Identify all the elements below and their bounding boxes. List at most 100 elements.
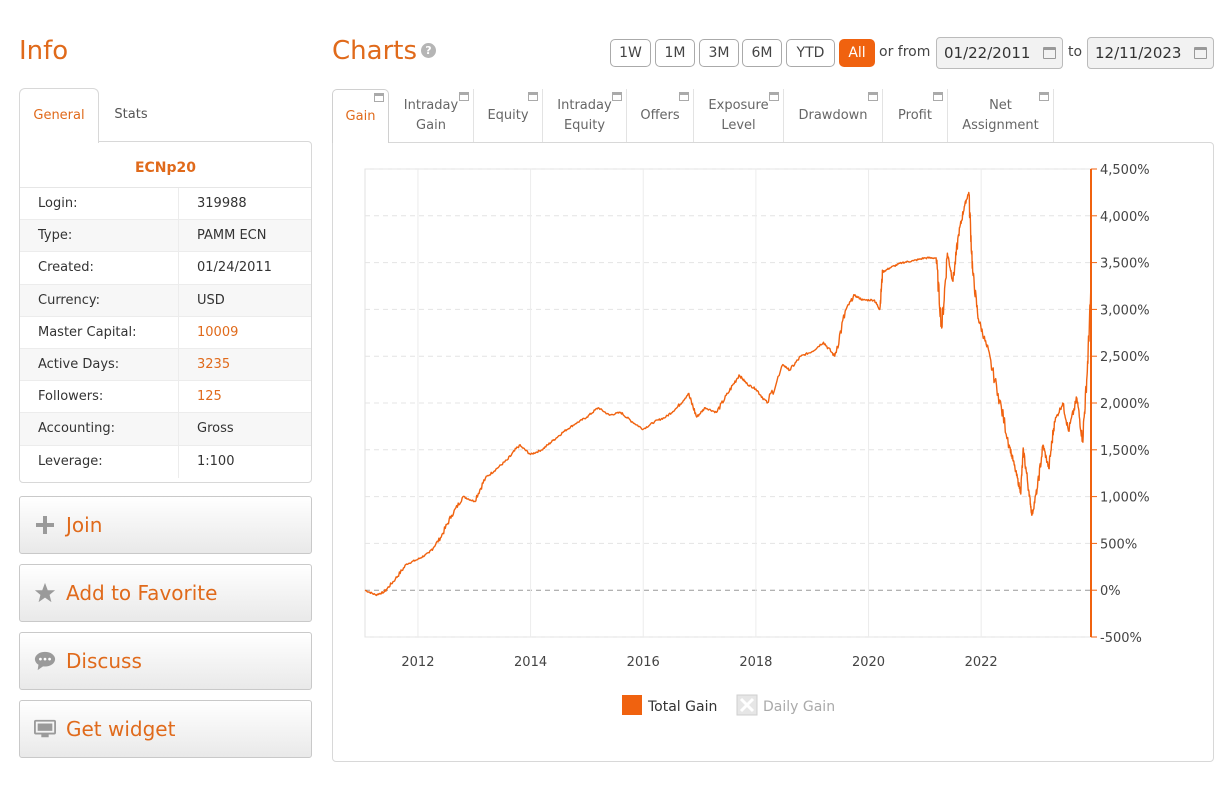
legend-label-daily-gain[interactable]: Daily Gain xyxy=(763,699,835,715)
range-ytd-button[interactable]: YTD xyxy=(786,39,835,67)
info-tabs: General Stats xyxy=(19,88,312,143)
info-row-value[interactable]: 3235 xyxy=(197,356,231,372)
chart-panel: 4,500% 4,000% 3,500% 3,000% 2,500% 2,000% 1,50… xyxy=(332,142,1214,762)
info-panel: ECNp20 Login: 319988 Type: PAMM ECN Created:… xyxy=(19,141,312,483)
from-date-value: 01/22/2011 xyxy=(944,44,1031,62)
info-row: Created: 01/24/2011 xyxy=(20,252,311,285)
range-all-button[interactable]: All xyxy=(839,39,875,67)
tab-net-assignment-label: Net Assignment xyxy=(962,97,1039,133)
series-line-total-gain[interactable] xyxy=(364,191,1092,597)
to-label: to xyxy=(1068,44,1083,60)
x-tick-label: 2018 xyxy=(739,655,772,670)
info-row-label: Login: xyxy=(20,188,179,220)
x-tick-label: 2012 xyxy=(401,655,434,670)
window-icon xyxy=(679,92,689,101)
legend-disabled-x-icon xyxy=(739,697,755,713)
legend-label-total-gain[interactable]: Total Gain xyxy=(647,699,717,715)
info-row-label: Accounting: xyxy=(20,413,179,445)
tab-offers[interactable]: Offers xyxy=(627,89,694,142)
info-row-value: PAMM ECN xyxy=(197,228,267,244)
x-tick-label: 2022 xyxy=(965,655,998,670)
join-label: Join xyxy=(66,513,103,537)
range-3m-button[interactable]: 3M xyxy=(699,39,739,67)
x-tick-label: 2014 xyxy=(514,655,547,670)
tab-net-assignment[interactable]: Net Assignment xyxy=(948,89,1054,142)
info-row-value: 01/24/2011 xyxy=(197,260,272,276)
charts-heading: Charts xyxy=(332,36,417,66)
info-row: Currency: USD xyxy=(20,284,311,317)
tab-intraday-gain[interactable]: Intraday Gain xyxy=(389,89,474,142)
y-tick-label: 2,000% xyxy=(1100,397,1150,412)
info-row-label: Type: xyxy=(20,220,179,252)
window-icon xyxy=(1039,92,1049,101)
info-row: Type: PAMM ECN xyxy=(20,220,311,253)
window-icon xyxy=(612,92,622,101)
window-icon xyxy=(374,93,384,102)
info-row: Accounting: Gross xyxy=(20,413,311,446)
info-row-label: Active Days: xyxy=(20,348,179,381)
window-icon xyxy=(459,92,469,101)
tab-stats[interactable]: Stats xyxy=(114,107,148,122)
tab-gain[interactable]: Gain xyxy=(332,89,389,143)
info-row: Master Capital: 10009 xyxy=(20,316,311,349)
info-row-value[interactable]: 10009 xyxy=(197,324,239,340)
y-tick-label: 4,500% xyxy=(1100,163,1150,178)
info-row: Active Days: 3235 xyxy=(20,348,311,382)
x-tick-label: 2016 xyxy=(627,655,660,670)
calendar-icon[interactable] xyxy=(1043,47,1056,59)
y-tick-label: 1,000% xyxy=(1100,491,1150,506)
range-1w-button[interactable]: 1W xyxy=(610,39,651,67)
discuss-label: Discuss xyxy=(66,649,142,673)
tab-profit[interactable]: Profit xyxy=(883,89,948,142)
tab-equity[interactable]: Equity xyxy=(474,89,543,142)
info-row-value: 319988 xyxy=(197,196,247,211)
y-tick-label: 3,500% xyxy=(1100,257,1150,272)
tab-exposure-level[interactable]: Exposure Level xyxy=(694,89,784,142)
info-row-label: Currency: xyxy=(20,284,179,316)
range-6m-button[interactable]: 6M xyxy=(742,39,782,67)
tab-exposure-level-label: Exposure Level xyxy=(708,97,769,133)
range-1m-button[interactable]: 1M xyxy=(655,39,695,67)
tab-drawdown[interactable]: Drawdown xyxy=(784,89,883,142)
y-tick-label: 3,000% xyxy=(1100,303,1150,318)
info-row-value: 1:100 xyxy=(197,453,235,469)
join-button[interactable]: Join xyxy=(19,496,312,554)
widget-icon xyxy=(34,718,56,740)
add-to-favorite-button[interactable]: Add to Favorite xyxy=(19,564,312,622)
to-date-input[interactable]: 12/11/2023 xyxy=(1087,37,1214,69)
legend-swatch-total-gain[interactable] xyxy=(622,695,642,715)
gain-chart[interactable]: 4,500% 4,000% 3,500% 3,000% 2,500% 2,000% 1,50… xyxy=(333,143,1213,761)
info-row: Followers: 125 xyxy=(20,381,311,414)
window-icon xyxy=(868,92,878,101)
tab-gain-label: Gain xyxy=(345,108,376,124)
info-row: Login: 319988 xyxy=(20,188,311,221)
info-row-label: Master Capital: xyxy=(20,316,179,348)
add-to-favorite-label: Add to Favorite xyxy=(66,581,218,605)
y-tick-label: -500% xyxy=(1100,631,1142,646)
info-row-value[interactable]: 125 xyxy=(197,389,222,405)
help-icon[interactable]: ? xyxy=(421,43,436,58)
info-row-value: Gross xyxy=(197,421,234,437)
window-icon xyxy=(769,92,779,101)
window-icon xyxy=(933,92,943,101)
or-from-label: or from xyxy=(879,44,931,60)
info-row-value: USD xyxy=(197,292,225,308)
tab-intraday-gain-label: Intraday Gain xyxy=(403,97,459,133)
info-row: Leverage: 1:100 xyxy=(20,445,311,478)
discuss-button[interactable]: Discuss xyxy=(19,632,312,690)
calendar-icon[interactable] xyxy=(1194,47,1207,59)
speech-bubble-icon xyxy=(34,650,56,672)
get-widget-label: Get widget xyxy=(66,717,176,741)
tab-general[interactable]: General xyxy=(19,88,99,143)
get-widget-button[interactable]: Get widget xyxy=(19,700,312,758)
tab-intraday-equity[interactable]: Intraday Equity xyxy=(543,89,627,142)
info-row-label: Created: xyxy=(20,252,179,284)
window-icon xyxy=(528,92,538,101)
from-date-input[interactable]: 01/22/2011 xyxy=(936,37,1063,69)
tab-equity-label: Equity xyxy=(487,107,529,123)
info-row-label: Followers: xyxy=(20,381,179,413)
to-date-value: 12/11/2023 xyxy=(1095,44,1182,62)
y-tick-label: 0% xyxy=(1100,584,1121,599)
x-tick-label: 2020 xyxy=(852,655,885,670)
tab-profit-label: Profit xyxy=(898,107,932,123)
